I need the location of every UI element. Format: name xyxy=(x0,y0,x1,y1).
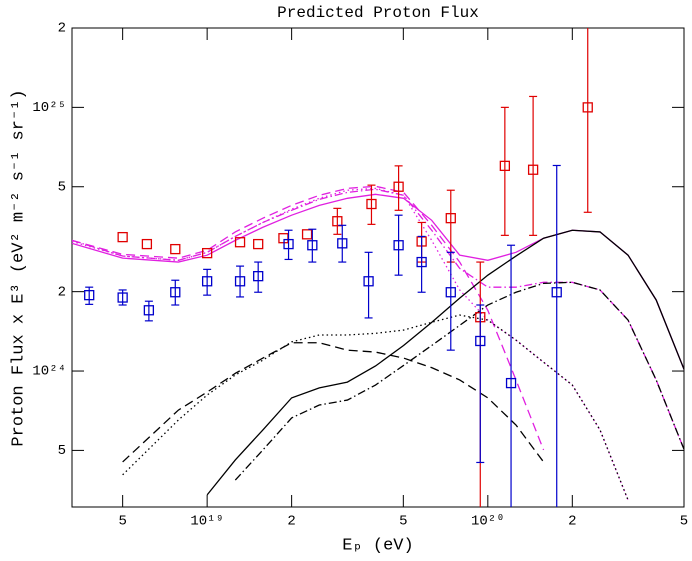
y-tick-label: 10²⁵ xyxy=(32,100,66,116)
model-curve xyxy=(234,281,684,481)
model-curve xyxy=(72,185,545,451)
y-axis-label: Proton Flux x E³ (eV² m⁻² s⁻¹ sr⁻¹) xyxy=(9,89,28,446)
x-tick-label: 10¹⁹ xyxy=(190,514,224,530)
data-point xyxy=(582,102,593,113)
data-point xyxy=(283,238,294,250)
x-tick-label: 2 xyxy=(568,514,576,530)
x-tick-label: 10²⁰ xyxy=(471,514,505,530)
data-point xyxy=(337,238,348,249)
y-tick-label: 2 xyxy=(58,284,66,300)
data-point xyxy=(499,160,511,172)
data-point xyxy=(363,276,374,287)
data-point xyxy=(143,305,155,316)
data-point xyxy=(475,335,486,347)
data-point xyxy=(253,238,264,250)
data-point xyxy=(234,276,246,287)
data-point xyxy=(366,198,377,210)
model-curve xyxy=(206,229,684,496)
data-point xyxy=(307,240,318,251)
data-point xyxy=(445,213,456,224)
data-point xyxy=(416,256,427,268)
x-tick-label: 5 xyxy=(399,514,407,530)
data-point xyxy=(117,231,128,243)
data-point xyxy=(527,164,539,175)
model-curve xyxy=(72,187,629,501)
data-point xyxy=(551,287,562,298)
data-point xyxy=(201,247,213,259)
data-point xyxy=(201,276,213,287)
model-curve xyxy=(122,314,629,501)
plot-area xyxy=(72,28,684,507)
data-point xyxy=(393,240,404,251)
data-point xyxy=(301,229,313,240)
data-point xyxy=(253,271,264,282)
data-point xyxy=(445,287,456,298)
chart-title: Predicted Proton Flux xyxy=(277,4,479,22)
x-tick-label: 5 xyxy=(680,514,688,530)
y-tick-label: 5 xyxy=(58,179,66,195)
data-point xyxy=(117,292,128,303)
data-point xyxy=(393,181,404,192)
data-point xyxy=(170,287,181,298)
model-curve xyxy=(72,193,684,371)
x-axis-label: Eₚ (eV) xyxy=(342,536,413,555)
x-tick-label: 2 xyxy=(287,514,295,530)
data-point xyxy=(84,289,95,301)
data-point xyxy=(170,243,181,255)
data-point xyxy=(505,377,517,389)
y-tick-label: 5 xyxy=(58,443,66,459)
y-tick-label: 10²⁴ xyxy=(32,364,66,380)
plot-frame xyxy=(71,27,685,508)
y-tick-label: 2 xyxy=(58,21,66,37)
data-point xyxy=(234,237,246,248)
model-curve xyxy=(72,188,684,451)
data-point xyxy=(141,238,153,250)
data-point xyxy=(332,216,343,227)
x-tick-label: 5 xyxy=(118,514,126,530)
